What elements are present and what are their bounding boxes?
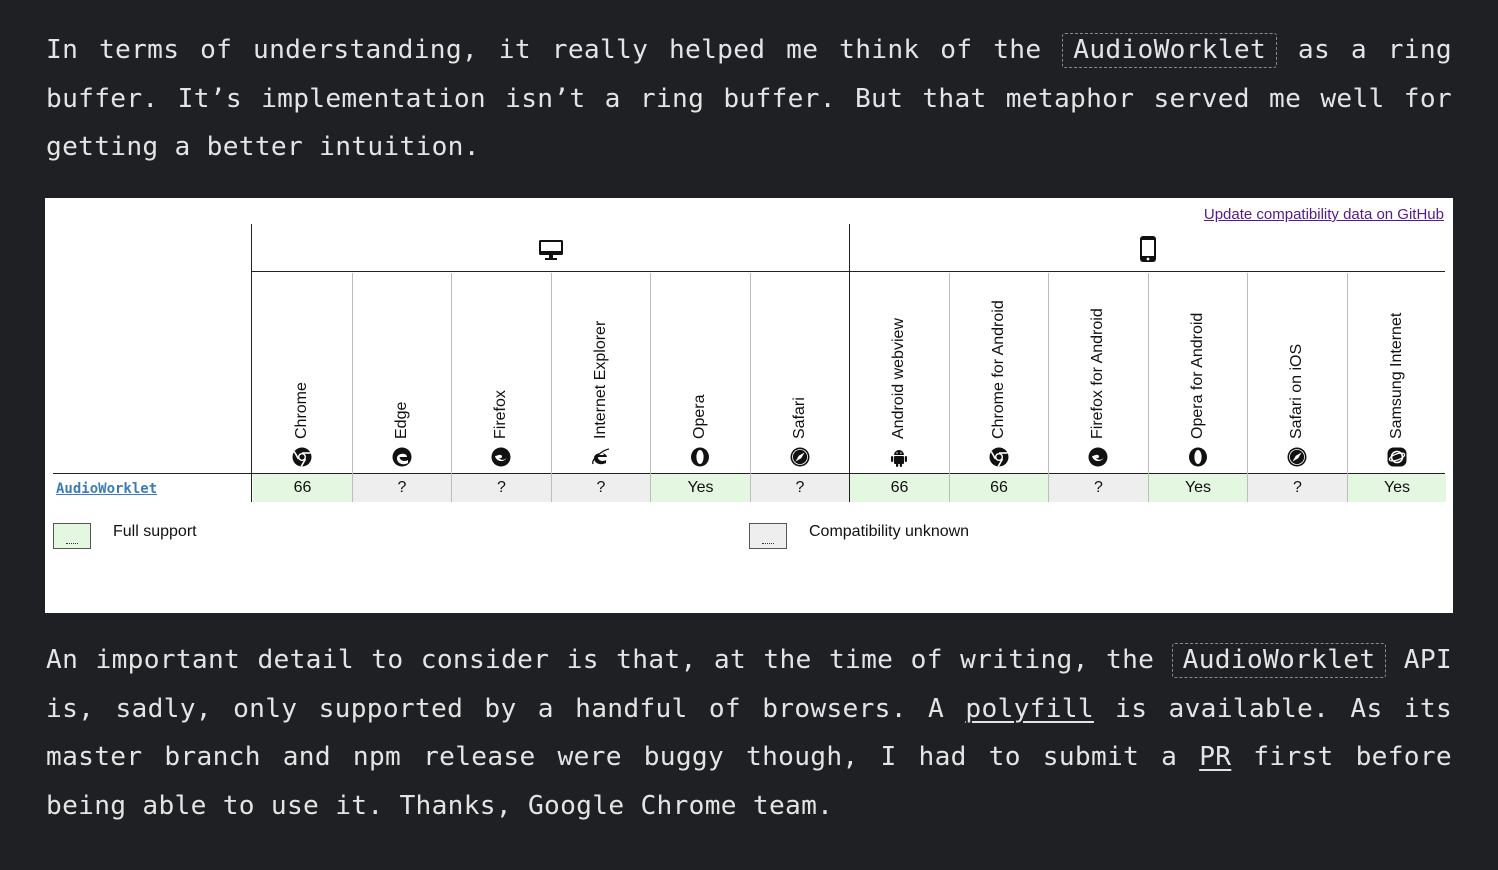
- column-header-safari: Safari: [750, 273, 849, 473]
- support-cell[interactable]: ?: [353, 474, 451, 502]
- column-header-opera: Opera: [650, 273, 750, 473]
- table-divider: [53, 473, 1445, 474]
- column-divider: [750, 273, 751, 502]
- column-divider: [1048, 273, 1049, 502]
- detail-paragraph: An important detail to consider is that,…: [46, 636, 1452, 830]
- column-divider: [1347, 273, 1348, 502]
- firefox-icon: [491, 447, 511, 467]
- browser-name: Edge: [392, 401, 410, 439]
- browser-name: Safari: [790, 397, 808, 439]
- support-cell[interactable]: ?: [452, 474, 551, 502]
- update-compat-data-link[interactable]: Update compatibility data on GitHub: [1203, 206, 1444, 223]
- firefox-icon: [1088, 447, 1108, 467]
- support-cell[interactable]: 66: [850, 474, 949, 502]
- browser-name: Opera: [691, 394, 708, 439]
- legend-full-support: Full support: [113, 523, 197, 540]
- support-cell[interactable]: ?: [552, 474, 650, 502]
- paragraph-text: In terms of understanding, it really hel…: [46, 35, 1063, 65]
- column-header-safari-on-ios: Safari on iOS: [1247, 273, 1347, 473]
- support-cell[interactable]: ?: [1248, 474, 1347, 502]
- support-cell[interactable]: Yes: [1348, 474, 1446, 502]
- chrome-icon: [989, 447, 1009, 467]
- support-cell[interactable]: 66: [950, 474, 1048, 502]
- column-divider: [352, 273, 353, 502]
- support-cell[interactable]: 66: [253, 474, 352, 502]
- browser-name: Internet Explorer: [591, 320, 609, 439]
- table-divider: [251, 224, 252, 502]
- browser-name: Samsung Internet: [1387, 312, 1405, 439]
- column-divider: [1148, 273, 1149, 502]
- paragraph-text: first be­fore being able to use it. Than…: [46, 742, 1452, 821]
- paragraph-text: as a ring buffer. It’s implementation is…: [46, 35, 1452, 162]
- paragraph-text: API is, sadly, only supported by a handf…: [46, 645, 1452, 724]
- column-divider: [551, 273, 552, 502]
- column-header-chrome: Chrome: [252, 273, 352, 473]
- column-divider: [1247, 273, 1248, 502]
- browser-name: Firefox: [492, 390, 509, 439]
- column-header-internet-explorer: Internet Explorer: [551, 273, 650, 473]
- column-header-android-webview: Android webview: [849, 273, 949, 473]
- column-header-opera-for-android: Opera for Android: [1148, 273, 1247, 473]
- column-header-edge: Edge: [352, 273, 451, 473]
- browser-name: Chrome: [293, 382, 310, 439]
- table-divider: [849, 224, 850, 502]
- browser-name: Firefox for Android: [1089, 308, 1106, 439]
- column-divider: [949, 273, 950, 502]
- inline-code: AudioWorklet: [1171, 643, 1387, 678]
- android-icon: [889, 447, 909, 467]
- legend-compat-unknown: Compatibility unknown: [809, 523, 970, 540]
- feature-link[interactable]: AudioWorklet: [56, 481, 158, 497]
- opera-icon: [1188, 447, 1208, 467]
- safari-icon: [1287, 447, 1307, 467]
- intro-paragraph: In terms of understanding, it really hel…: [46, 26, 1452, 172]
- paragraph-text: An important detail to consider is that,…: [46, 645, 1172, 675]
- desktop-monitor-icon: [538, 238, 564, 267]
- inline-code: AudioWorklet: [1062, 33, 1278, 68]
- browser-name: Chrome for Android: [989, 300, 1007, 439]
- mobile-phone-icon: [1139, 235, 1157, 268]
- column-header-firefox: Firefox: [451, 273, 551, 473]
- internet-explorer-icon: [591, 447, 611, 467]
- opera-icon: [690, 447, 710, 467]
- column-header-samsung-internet: Samsung Internet: [1347, 273, 1446, 473]
- pr-link[interactable]: PR: [1199, 742, 1232, 772]
- browser-name: Opera for Android: [1188, 312, 1206, 439]
- support-cell[interactable]: ?: [1049, 474, 1148, 502]
- table-divider: [251, 271, 1445, 272]
- samsung-internet-icon: [1387, 447, 1407, 467]
- support-cell[interactable]: Yes: [651, 474, 750, 502]
- safari-icon: [790, 447, 810, 467]
- chrome-icon: [292, 447, 312, 467]
- column-divider: [650, 273, 651, 502]
- polyfill-link[interactable]: polyfill: [965, 693, 1094, 724]
- support-cell[interactable]: ?: [751, 474, 849, 502]
- column-divider: [451, 273, 452, 502]
- support-cell[interactable]: Yes: [1149, 474, 1247, 502]
- browser-compatibility-table: Update compatibility data on GitHub Chro…: [45, 198, 1453, 613]
- column-header-chrome-for-android: Chrome for Android: [949, 273, 1048, 473]
- browser-name: Android webview: [890, 318, 907, 439]
- browser-name: Safari on iOS: [1288, 343, 1305, 439]
- unknown-swatch: [749, 523, 787, 549]
- column-header-firefox-for-android: Firefox for Android: [1048, 273, 1148, 473]
- full-support-swatch: [53, 523, 91, 549]
- paragraph-text: is available. As its master branch and n…: [46, 693, 1453, 773]
- edge-icon: [392, 447, 412, 467]
